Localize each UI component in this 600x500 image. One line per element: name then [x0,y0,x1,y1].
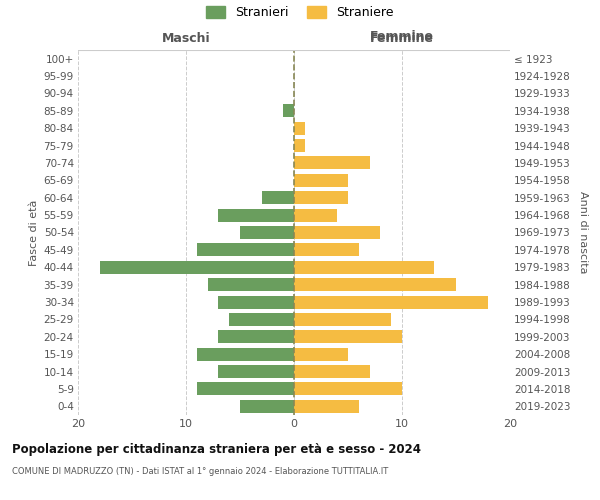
Bar [240,400,294,413]
Bar [294,208,337,222]
Bar [262,191,294,204]
Bar [100,260,294,274]
Text: Maschi: Maschi [161,32,211,45]
Bar [294,244,359,256]
Y-axis label: Anni di nascita: Anni di nascita [578,191,588,274]
Bar [294,260,434,274]
Bar [294,348,348,360]
Bar [197,244,294,256]
Legend: Stranieri, Straniere: Stranieri, Straniere [206,6,394,19]
Bar [294,400,359,413]
Bar [294,139,305,152]
Bar [229,313,294,326]
Bar [294,174,348,187]
Bar [283,104,294,118]
Bar [294,382,402,396]
Bar [218,330,294,344]
Text: Femmine: Femmine [370,32,434,45]
Bar [294,330,402,344]
Bar [294,191,348,204]
Bar [208,278,294,291]
Bar [294,365,370,378]
Bar [240,226,294,239]
Text: Femmine: Femmine [370,30,434,43]
Bar [294,296,488,308]
Bar [197,348,294,360]
Text: Popolazione per cittadinanza straniera per età e sesso - 2024: Popolazione per cittadinanza straniera p… [12,442,421,456]
Bar [294,278,456,291]
Y-axis label: Fasce di età: Fasce di età [29,200,40,266]
Bar [294,122,305,134]
Bar [197,382,294,396]
Bar [218,365,294,378]
Bar [218,296,294,308]
Bar [294,313,391,326]
Bar [218,208,294,222]
Bar [294,226,380,239]
Bar [294,156,370,170]
Text: COMUNE DI MADRUZZO (TN) - Dati ISTAT al 1° gennaio 2024 - Elaborazione TUTTITALI: COMUNE DI MADRUZZO (TN) - Dati ISTAT al … [12,468,388,476]
